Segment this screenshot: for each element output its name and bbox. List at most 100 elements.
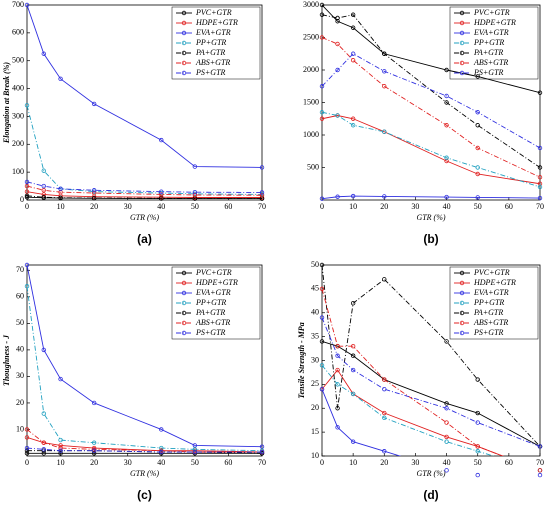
legend-label: PP+GTR bbox=[195, 38, 226, 47]
y-tick-label: 70 bbox=[16, 265, 24, 274]
data-point bbox=[350, 391, 356, 397]
data-point bbox=[192, 449, 198, 455]
data-point bbox=[24, 179, 30, 185]
data-point bbox=[159, 137, 164, 143]
data-point bbox=[475, 420, 480, 425]
series-line bbox=[322, 265, 540, 447]
data-point bbox=[41, 195, 46, 200]
legend-marker bbox=[459, 50, 465, 56]
x-tick-label: 0 bbox=[25, 458, 29, 467]
data-point bbox=[475, 110, 480, 115]
data-point bbox=[259, 190, 265, 195]
data-point bbox=[159, 448, 164, 453]
y-tick-label: 45 bbox=[311, 284, 319, 293]
data-point bbox=[475, 74, 480, 79]
data-point bbox=[350, 439, 356, 444]
x-tick-label: 40 bbox=[157, 458, 165, 467]
y-axis-label: Elongation at Break (%) bbox=[2, 62, 11, 144]
data-point bbox=[41, 168, 46, 173]
data-point bbox=[382, 449, 387, 454]
data-point bbox=[24, 427, 30, 432]
legend-marker bbox=[181, 300, 187, 306]
data-point bbox=[319, 262, 325, 268]
y-tick-label: 30 bbox=[311, 355, 319, 364]
data-point bbox=[58, 445, 63, 451]
data-point bbox=[24, 2, 30, 8]
x-tick-label: 70 bbox=[536, 458, 544, 467]
x-tick-label: 30 bbox=[124, 458, 132, 467]
x-tick-label: 0 bbox=[25, 202, 29, 211]
x-tick-label: 30 bbox=[124, 202, 132, 211]
legend-marker bbox=[181, 50, 187, 56]
data-point bbox=[41, 447, 46, 452]
legend-marker bbox=[459, 40, 465, 46]
data-point bbox=[335, 425, 340, 430]
legend-marker bbox=[459, 30, 465, 36]
x-tick-label: 0 bbox=[320, 458, 324, 467]
legend-label: HDPE+GTR bbox=[195, 18, 238, 27]
x-tick-label: 10 bbox=[57, 458, 65, 467]
y-tick-label: 2000 bbox=[303, 65, 319, 74]
y-tick-label: 10 bbox=[311, 451, 319, 460]
y-tick-label: 600 bbox=[12, 28, 24, 37]
x-tick-label: 30 bbox=[411, 458, 419, 467]
series-line bbox=[27, 185, 262, 196]
legend-label: ABS+GTR bbox=[473, 318, 508, 327]
data-point bbox=[24, 451, 30, 456]
legend-marker bbox=[181, 40, 187, 46]
data-point bbox=[319, 12, 325, 17]
legend-label: EVA+GTR bbox=[473, 28, 509, 37]
series-line bbox=[322, 317, 540, 447]
data-point bbox=[475, 165, 480, 170]
legend-label: PA+GTR bbox=[195, 48, 225, 57]
legend-label: PP+GTR bbox=[195, 298, 226, 307]
legend-marker bbox=[181, 280, 187, 286]
data-point bbox=[475, 472, 480, 478]
data-point bbox=[382, 410, 387, 416]
y-tick-label: 40 bbox=[311, 308, 319, 317]
x-tick-label: 70 bbox=[258, 458, 266, 467]
x-tick-label: 70 bbox=[536, 202, 544, 211]
legend-label: PA+GTR bbox=[195, 308, 225, 317]
data-point bbox=[382, 84, 387, 89]
data-point bbox=[475, 377, 480, 382]
data-point bbox=[24, 193, 30, 199]
legend-box bbox=[171, 266, 261, 340]
x-tick-label: 60 bbox=[505, 202, 513, 211]
data-point bbox=[350, 301, 356, 306]
data-point bbox=[350, 12, 356, 17]
legend-label: PP+GTR bbox=[473, 38, 504, 47]
y-tick-label: 20 bbox=[16, 398, 24, 407]
data-point bbox=[350, 353, 356, 358]
data-point bbox=[91, 440, 97, 445]
series-line bbox=[322, 37, 540, 178]
data-point bbox=[319, 286, 325, 292]
series-line bbox=[27, 5, 262, 168]
data-point bbox=[475, 410, 480, 416]
data-point bbox=[41, 448, 46, 453]
x-tick-label: 10 bbox=[57, 202, 65, 211]
legend-marker bbox=[459, 270, 465, 276]
data-point bbox=[444, 468, 449, 473]
data-point bbox=[58, 451, 63, 456]
data-point bbox=[319, 315, 325, 320]
panel-label: (a) bbox=[137, 232, 152, 246]
legend-box bbox=[449, 6, 539, 80]
data-point bbox=[475, 123, 480, 128]
y-tick-label: 200 bbox=[12, 139, 24, 148]
data-point bbox=[382, 386, 387, 392]
x-tick-label: 40 bbox=[443, 202, 451, 211]
data-point bbox=[159, 451, 164, 456]
data-point bbox=[335, 382, 340, 387]
series-line bbox=[27, 286, 262, 452]
data-point bbox=[335, 113, 340, 118]
legend-label: HDPE+GTR bbox=[473, 18, 516, 27]
data-point bbox=[444, 155, 449, 160]
data-point bbox=[159, 449, 164, 455]
data-point bbox=[41, 183, 46, 189]
data-point bbox=[24, 183, 30, 189]
y-tick-label: 15 bbox=[311, 427, 319, 436]
legend-label: ABS+GTR bbox=[195, 318, 230, 327]
legend-box bbox=[449, 266, 539, 340]
legend-label: PA+GTR bbox=[473, 48, 503, 57]
